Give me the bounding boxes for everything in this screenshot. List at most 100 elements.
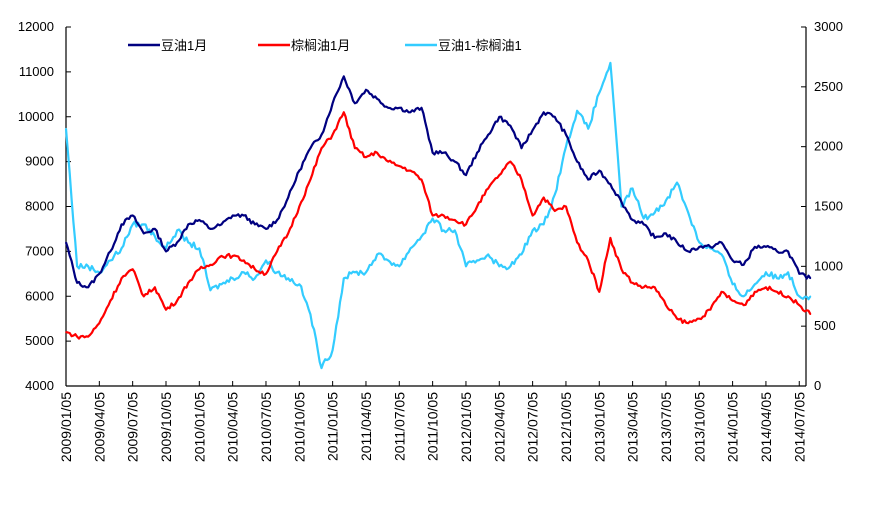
data-point: [342, 277, 345, 280]
data-point: [476, 259, 478, 262]
x-tick-label: 2011/07/05: [391, 392, 407, 461]
data-point: [176, 299, 178, 302]
data-point: [665, 232, 667, 235]
right-tick-label: 3000: [814, 19, 843, 34]
data-point: [431, 217, 434, 220]
series-line: [65, 111, 812, 340]
data-point: [298, 205, 301, 208]
data-point: [454, 229, 456, 232]
x-tick-label: 2009/01/05: [58, 392, 74, 462]
data-point: [698, 246, 701, 248]
data-point: [765, 286, 767, 289]
data-point: [231, 277, 234, 280]
data-point: [87, 335, 90, 338]
left-tick-label: 5000: [25, 333, 54, 348]
data-point: [520, 147, 523, 149]
data-point: [465, 265, 467, 268]
data-point: [242, 271, 245, 274]
data-point: [298, 169, 301, 172]
data-point: [565, 133, 567, 136]
data-point: [187, 281, 190, 284]
data-point: [809, 295, 812, 298]
data-point: [554, 210, 556, 212]
data-point: [387, 259, 389, 262]
data-point: [187, 223, 190, 226]
x-tick-label: 2011/04/05: [358, 392, 374, 461]
data-point: [309, 313, 312, 316]
data-point: [376, 151, 378, 154]
data-point: [454, 160, 456, 163]
data-point: [342, 111, 345, 114]
data-point: [87, 265, 90, 268]
data-point: [320, 147, 323, 149]
data-point: [787, 295, 789, 298]
data-point: [165, 308, 167, 311]
x-tick-label: 2014/07/05: [791, 392, 807, 462]
left-tick-label: 6000: [25, 288, 54, 303]
right-tick-label: 0: [814, 378, 821, 393]
data-point: [554, 193, 556, 196]
data-point: [109, 250, 112, 253]
data-point: [731, 259, 734, 262]
legend-label: 棕榈油1月: [291, 38, 350, 53]
data-point: [620, 268, 623, 271]
data-point: [631, 281, 634, 284]
data-point: [498, 115, 501, 118]
x-tick-label: 2011/10/05: [425, 392, 441, 461]
data-point: [665, 304, 667, 307]
data-point: [598, 290, 601, 293]
data-point: [487, 187, 489, 190]
data-point: [731, 299, 734, 302]
data-point: [609, 183, 612, 185]
data-point: [765, 246, 767, 248]
data-point: [65, 331, 67, 333]
data-point: [498, 174, 501, 176]
legend-label: 豆油1月: [161, 38, 207, 53]
data-point: [654, 286, 656, 289]
data-point: [531, 229, 534, 232]
data-point: [665, 199, 667, 202]
data-point: [687, 322, 689, 324]
series-2: [64, 61, 812, 370]
x-tick-label: 2013/04/05: [625, 392, 641, 462]
data-point: [542, 223, 545, 226]
data-point: [509, 265, 512, 268]
data-point: [131, 223, 134, 226]
data-point: [509, 160, 512, 163]
x-tick-label: 2012/04/05: [491, 392, 507, 462]
data-point: [265, 259, 267, 262]
x-tick-label: 2013/01/05: [591, 392, 607, 462]
data-point: [631, 219, 634, 221]
data-point: [442, 214, 445, 217]
data-point: [765, 271, 767, 274]
data-point: [676, 181, 678, 184]
data-point: [187, 241, 190, 244]
data-point: [587, 259, 589, 262]
data-point: [787, 250, 789, 253]
x-tick-label: 2009/07/05: [125, 392, 141, 462]
left-tick-label: 11000: [19, 64, 54, 79]
data-point: [609, 237, 612, 239]
left-tick-label: 7000: [25, 243, 54, 258]
series-0: [64, 75, 812, 289]
data-point: [731, 283, 734, 286]
data-point: [754, 290, 756, 293]
data-point: [220, 255, 223, 257]
data-point: [287, 196, 290, 199]
data-point: [209, 289, 212, 292]
data-point: [798, 304, 801, 307]
data-point: [165, 250, 167, 253]
data-point: [265, 228, 267, 230]
data-point: [431, 151, 434, 154]
data-point: [487, 253, 489, 256]
series-line: [64, 61, 812, 370]
data-point: [709, 246, 712, 248]
data-point: [76, 265, 78, 268]
data-point: [154, 235, 156, 238]
data-point: [576, 241, 578, 244]
data-point: [631, 187, 634, 190]
right-tick-label: 1500: [814, 199, 843, 214]
data-point: [276, 271, 278, 274]
data-point: [776, 290, 778, 293]
data-point: [620, 205, 623, 208]
